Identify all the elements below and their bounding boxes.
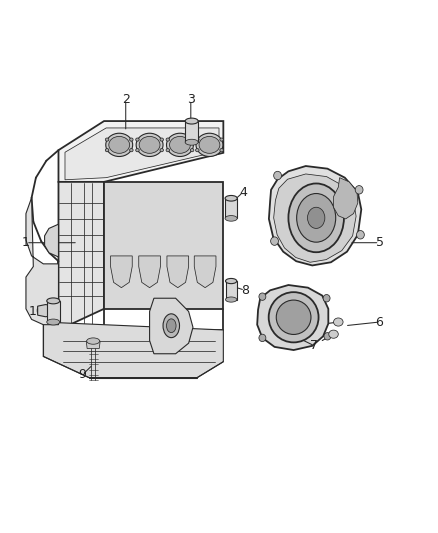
Text: 3: 3	[187, 93, 195, 107]
Ellipse shape	[259, 293, 266, 300]
Ellipse shape	[163, 314, 180, 337]
Polygon shape	[257, 285, 328, 350]
Polygon shape	[274, 174, 356, 262]
Ellipse shape	[355, 185, 363, 194]
Polygon shape	[194, 256, 216, 288]
Polygon shape	[185, 121, 198, 142]
Text: 2: 2	[122, 93, 130, 107]
Ellipse shape	[307, 207, 325, 229]
Text: 1: 1	[22, 236, 30, 249]
Ellipse shape	[324, 333, 331, 340]
Polygon shape	[47, 301, 60, 322]
Polygon shape	[226, 281, 237, 300]
Ellipse shape	[109, 136, 130, 154]
Ellipse shape	[166, 149, 170, 152]
Ellipse shape	[226, 297, 237, 302]
Ellipse shape	[259, 334, 266, 342]
Ellipse shape	[185, 139, 198, 145]
Text: 9: 9	[78, 368, 86, 382]
Ellipse shape	[276, 300, 311, 334]
Ellipse shape	[268, 292, 318, 342]
Ellipse shape	[105, 149, 109, 152]
Polygon shape	[43, 322, 223, 377]
Polygon shape	[45, 224, 59, 257]
Ellipse shape	[106, 133, 133, 157]
Text: 6: 6	[375, 316, 383, 328]
Ellipse shape	[136, 149, 139, 152]
Ellipse shape	[185, 118, 198, 124]
Text: 5: 5	[375, 236, 384, 249]
Ellipse shape	[329, 330, 338, 338]
Polygon shape	[150, 298, 193, 354]
Polygon shape	[110, 256, 132, 288]
Ellipse shape	[196, 133, 223, 157]
Ellipse shape	[105, 138, 109, 141]
Polygon shape	[86, 341, 100, 349]
Ellipse shape	[166, 138, 170, 141]
Polygon shape	[225, 198, 237, 219]
Polygon shape	[26, 198, 59, 325]
Ellipse shape	[191, 149, 194, 152]
Text: 10: 10	[29, 305, 45, 318]
Ellipse shape	[357, 231, 364, 239]
Ellipse shape	[130, 149, 133, 152]
Ellipse shape	[220, 149, 223, 152]
Ellipse shape	[130, 138, 133, 141]
Ellipse shape	[274, 171, 282, 180]
Ellipse shape	[166, 319, 176, 333]
Polygon shape	[333, 177, 358, 219]
Ellipse shape	[47, 319, 60, 325]
Polygon shape	[269, 166, 361, 265]
Polygon shape	[59, 182, 104, 330]
Ellipse shape	[199, 136, 220, 154]
Ellipse shape	[196, 149, 199, 152]
Polygon shape	[139, 256, 160, 288]
Text: 7: 7	[311, 340, 318, 352]
Polygon shape	[65, 128, 219, 180]
Ellipse shape	[47, 298, 60, 304]
Text: 4: 4	[239, 186, 247, 199]
Ellipse shape	[196, 138, 199, 141]
Ellipse shape	[323, 295, 330, 302]
Ellipse shape	[225, 215, 237, 221]
Ellipse shape	[271, 237, 279, 245]
Ellipse shape	[136, 138, 139, 141]
Ellipse shape	[136, 133, 163, 157]
Ellipse shape	[225, 196, 237, 201]
Ellipse shape	[160, 138, 163, 141]
Ellipse shape	[87, 338, 100, 344]
Polygon shape	[59, 121, 223, 182]
Ellipse shape	[139, 136, 160, 154]
Polygon shape	[167, 256, 189, 288]
Ellipse shape	[297, 193, 336, 242]
Ellipse shape	[220, 138, 223, 141]
Polygon shape	[38, 304, 60, 317]
Ellipse shape	[333, 318, 343, 326]
Text: 8: 8	[241, 284, 249, 297]
Ellipse shape	[166, 133, 194, 157]
Ellipse shape	[226, 278, 237, 284]
Polygon shape	[104, 182, 223, 309]
Ellipse shape	[170, 136, 191, 154]
Ellipse shape	[160, 149, 163, 152]
Ellipse shape	[191, 138, 194, 141]
Ellipse shape	[288, 183, 344, 252]
